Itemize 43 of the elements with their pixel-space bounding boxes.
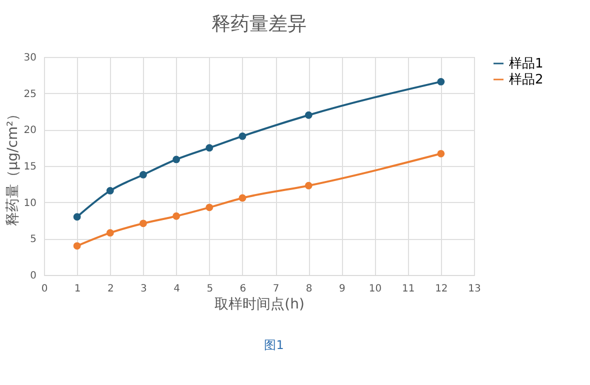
y-tick-label: 20	[24, 125, 36, 136]
x-tick-label: 7	[272, 284, 280, 294]
x-tick-label: 13	[468, 284, 481, 294]
y-tick-label: 10	[24, 198, 36, 209]
point	[140, 220, 147, 228]
x-tick-label: 12	[435, 284, 448, 294]
point	[140, 171, 147, 178]
x-tick-label: 10	[368, 284, 382, 294]
point	[437, 78, 445, 86]
point	[73, 213, 81, 221]
y-axis-title: 释药量（μg/cm²）	[4, 106, 21, 226]
caption: 图1	[264, 338, 284, 352]
point	[437, 150, 445, 158]
point	[238, 132, 246, 140]
legend-label: 样品1	[509, 56, 544, 72]
y-tick-label: 30	[24, 52, 36, 64]
x-tick-label: 3	[140, 284, 147, 294]
x-tick-label: 1	[74, 284, 81, 294]
point	[73, 242, 81, 250]
x-tick-label: 4	[174, 284, 180, 294]
point	[172, 156, 180, 164]
x-tick-label: 6	[240, 284, 246, 294]
point	[304, 182, 312, 190]
x-tick-label: 0	[41, 284, 48, 294]
x-axis-title: 取样时间点(h)	[214, 296, 304, 312]
point	[304, 111, 312, 119]
point	[106, 229, 114, 237]
y-tick-label: 0	[30, 270, 36, 282]
point	[206, 144, 214, 152]
x-tick-label: 11	[402, 284, 415, 294]
y-tick-label: 15	[24, 162, 36, 172]
x-tick-label: 8	[306, 284, 312, 294]
y-tick-label: 5	[30, 234, 36, 246]
legend-label: 样品2	[509, 72, 544, 88]
point	[106, 187, 114, 194]
x-tick-label: 9	[339, 284, 346, 294]
chart-title: 释药量差异	[212, 13, 306, 35]
y-tick-label: 25	[24, 88, 36, 100]
point	[238, 194, 246, 202]
point	[172, 212, 180, 220]
x-tick-label: 2	[107, 284, 114, 294]
point	[206, 204, 214, 212]
x-tick-label: 5	[206, 284, 214, 294]
